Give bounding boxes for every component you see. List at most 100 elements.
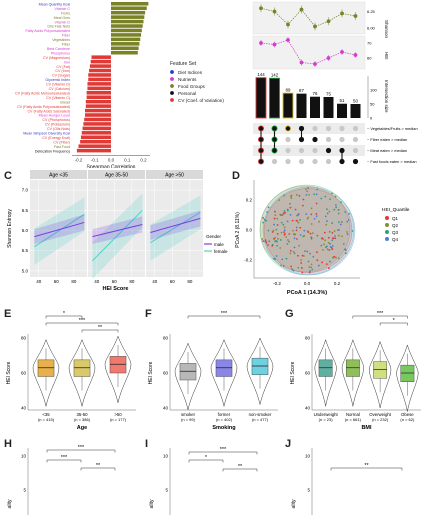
feature-label: Fiber bbox=[62, 43, 71, 47]
y-tick-label: 10 bbox=[305, 454, 311, 459]
intersection-count: 51 bbox=[340, 98, 345, 103]
correlation-bar bbox=[111, 10, 146, 15]
sample-point bbox=[262, 240, 265, 243]
sample-point bbox=[302, 255, 305, 257]
sample-point bbox=[335, 206, 338, 209]
sample-point bbox=[315, 215, 318, 218]
regression-line bbox=[150, 211, 201, 244]
sample-point bbox=[289, 202, 291, 205]
correlation-bar bbox=[80, 139, 111, 144]
sample-point bbox=[277, 237, 279, 240]
intersection-bar bbox=[269, 77, 280, 119]
matrix-dot bbox=[271, 125, 278, 132]
sample-point bbox=[347, 219, 350, 221]
intersection-bar bbox=[255, 77, 267, 119]
sample-point bbox=[331, 222, 334, 224]
sample-point bbox=[310, 237, 313, 240]
sample-point bbox=[308, 193, 310, 196]
y-axis-title: PCoA 2 (8.11%) bbox=[235, 212, 241, 248]
feature-label: Vitamin C bbox=[54, 7, 70, 11]
hei-tick: 70 bbox=[367, 41, 372, 46]
feature-label: CV (Energy Kcal) bbox=[42, 136, 70, 140]
sample-point bbox=[292, 269, 295, 272]
sample-point bbox=[291, 268, 293, 271]
shannon-point bbox=[353, 14, 358, 18]
set-label: ~ Vegetables/Fruits > median bbox=[367, 126, 418, 131]
legend-swatch bbox=[385, 216, 389, 220]
sample-point bbox=[309, 232, 312, 235]
group-count: (n = 232) bbox=[372, 417, 389, 422]
sample-point bbox=[333, 208, 336, 211]
violin-outline bbox=[174, 342, 202, 410]
sample-point bbox=[340, 201, 342, 204]
correlation-bar bbox=[91, 55, 111, 59]
group-count: (n = 62) bbox=[400, 417, 415, 422]
sample-point bbox=[310, 266, 313, 269]
sample-point bbox=[324, 239, 326, 242]
sample-point bbox=[351, 230, 354, 232]
group-count: (n = 477) bbox=[252, 417, 269, 422]
sample-point bbox=[299, 234, 302, 236]
sample-point bbox=[309, 252, 311, 255]
confidence-band bbox=[34, 197, 85, 265]
x-tick-label: 60 bbox=[54, 279, 60, 284]
box-iqr bbox=[373, 361, 388, 379]
x-tick-label: 40 bbox=[152, 279, 158, 284]
feature-label: CV (Iron) bbox=[55, 69, 70, 73]
hei-point bbox=[299, 60, 304, 65]
significance-bracket bbox=[80, 467, 116, 471]
significance-bracket bbox=[45, 322, 119, 326]
sample-point bbox=[337, 234, 340, 237]
sample-point bbox=[289, 252, 292, 255]
sample-point bbox=[339, 223, 342, 226]
x-tick-label: smoker bbox=[181, 412, 196, 417]
panel-label-d: D bbox=[232, 170, 240, 182]
feature-label: CV (Fatty Acids Polyunsaturated) bbox=[17, 105, 70, 109]
sample-point bbox=[271, 231, 274, 233]
upset-chart: 6.25 6.00 Shannon 70 60 HEI 144 142 89 87 76 75 51 50… bbox=[252, 1, 418, 167]
feature-label: CV (Phosphorus) bbox=[42, 118, 70, 122]
matrix-dot bbox=[298, 158, 305, 165]
sample-point bbox=[274, 240, 276, 243]
correlation-bar bbox=[85, 108, 111, 113]
significance-label: *** bbox=[377, 311, 384, 317]
legend-swatch bbox=[385, 230, 389, 234]
feature-label: Oils Fats Nuts bbox=[47, 25, 70, 29]
shannon-point bbox=[340, 11, 344, 16]
legend-label: Diet Indices bbox=[178, 70, 203, 75]
sample-point bbox=[325, 223, 328, 226]
violin-outline bbox=[369, 340, 392, 409]
violin-outline bbox=[210, 339, 238, 407]
group-count: (n = 99) bbox=[181, 417, 196, 422]
y-tick-label: 7.0 bbox=[22, 188, 29, 193]
sample-point bbox=[285, 257, 288, 260]
intersection-count: 75 bbox=[326, 92, 331, 97]
matrix-dot bbox=[325, 147, 332, 154]
significance-label: *** bbox=[79, 318, 86, 324]
significance-bracket bbox=[45, 315, 83, 319]
shannon-strip-bg bbox=[252, 1, 366, 35]
correlation-bar bbox=[83, 122, 111, 126]
sample-point bbox=[284, 211, 286, 214]
group-count: (n = 402) bbox=[216, 417, 233, 422]
y-axis-title: HEI Score bbox=[290, 361, 296, 384]
sample-point bbox=[341, 235, 343, 238]
x-tick-label: 0.0 bbox=[108, 157, 115, 162]
matrix-dot bbox=[271, 147, 278, 154]
sample-point bbox=[326, 220, 328, 223]
sample-point bbox=[279, 213, 282, 216]
sample-point bbox=[328, 230, 331, 233]
hei-tick: 60 bbox=[367, 56, 372, 61]
x-tick-label: former bbox=[218, 412, 231, 417]
sample-point bbox=[327, 236, 330, 239]
regression-line bbox=[34, 221, 85, 238]
sample-point bbox=[331, 232, 334, 234]
sample-point bbox=[328, 210, 331, 213]
feature-label: CV (Oils Nuts) bbox=[47, 127, 70, 131]
matrix-dot bbox=[257, 136, 264, 143]
y-tick-label: 10 bbox=[21, 454, 27, 459]
feature-label: Fatty Acids Polyunsaturated bbox=[25, 29, 70, 33]
sample-point bbox=[279, 247, 282, 249]
feature-label: CV (Fat) bbox=[56, 65, 70, 69]
box-iqr bbox=[318, 359, 333, 377]
